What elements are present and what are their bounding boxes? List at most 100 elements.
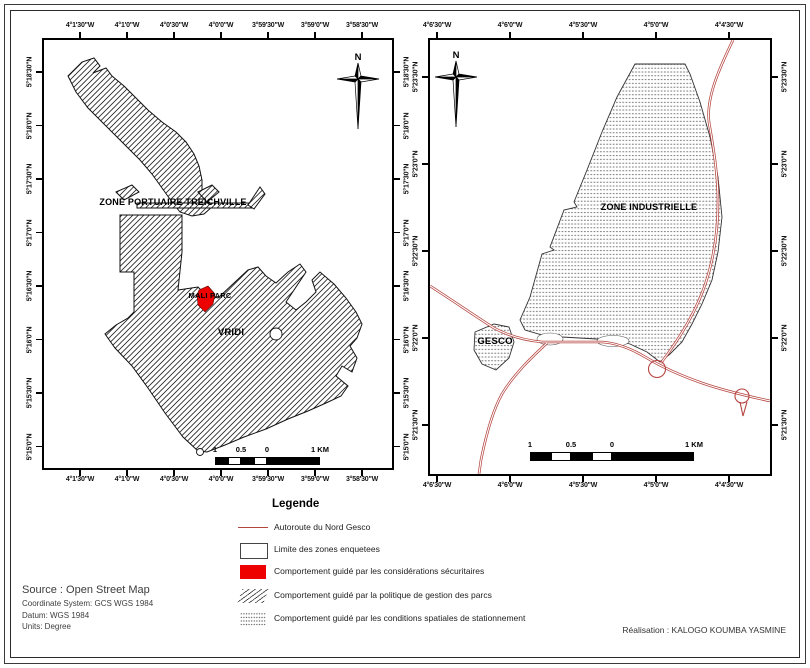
tick-label: 5°22'0"N <box>781 324 789 352</box>
legend-title: Legende <box>272 498 320 510</box>
tick-mark <box>126 470 128 476</box>
tick-label: 5°18'30"N <box>403 56 411 88</box>
legend: Legende Autoroute du Nord Gesco Limite de… <box>237 496 658 646</box>
tick-mark <box>436 32 438 38</box>
tick-label: 4°1'0"W <box>114 22 140 29</box>
area-label-gesco: GESCO <box>477 336 513 347</box>
scale-bar-label: 0 <box>264 445 270 454</box>
tick-label: 3°59'30"W <box>251 476 285 483</box>
scale-bar-segment <box>530 452 551 461</box>
tick-label: 4°4'30"W <box>714 482 744 489</box>
scale-bar-segment <box>550 452 571 461</box>
north-arrow-icon: N <box>336 52 380 130</box>
tick-label: 3°58'30"W <box>345 22 379 29</box>
scale-bar-label: 1 KM <box>311 445 329 454</box>
tick-label: 4°5'30"W <box>568 22 598 29</box>
legend-swatch-hatch <box>237 589 269 603</box>
tick-mark <box>509 476 511 482</box>
tick-mark <box>126 32 128 38</box>
tick-mark <box>220 32 222 38</box>
tick-mark <box>36 338 42 341</box>
svg-text:N: N <box>453 50 460 61</box>
tick-label: 3°58'30"W <box>345 476 379 483</box>
tick-label: 4°0'0"W <box>208 22 234 29</box>
tick-label: 5°21'30"N <box>412 409 420 441</box>
outer-border <box>4 4 806 664</box>
tick-label: 5°22'0"N <box>412 324 420 352</box>
scale-bar-segment <box>267 457 320 465</box>
source-block: Source : Open Street Map Coordinate Syst… <box>22 584 153 631</box>
tick-label: 5°18'30"N <box>26 56 34 88</box>
tick-mark <box>772 250 778 252</box>
scale-bar-segment <box>254 457 267 465</box>
tick-label: 5°15'0"N <box>26 433 34 460</box>
tick-mark <box>36 445 42 448</box>
tick-label: 4°5'0"W <box>643 482 669 489</box>
tick-label: 5°15'30"N <box>26 377 34 409</box>
tick-mark <box>267 470 269 476</box>
scale-bar-segment <box>228 457 241 465</box>
area-label-mali-parc: MALI PARC <box>188 291 232 300</box>
tick-mark <box>394 338 400 341</box>
tick-label: 5°16'0"N <box>26 326 34 353</box>
tick-label: 4°1'0"W <box>114 476 140 483</box>
legend-swatch-dots <box>240 612 266 626</box>
tick-mark <box>772 424 778 426</box>
scale-bar-label: 1 <box>212 445 218 454</box>
scale-bar-label: 1 KM <box>685 440 703 449</box>
tick-mark <box>361 470 363 476</box>
tick-mark <box>173 470 175 476</box>
tick-mark <box>314 470 316 476</box>
tick-mark <box>79 32 81 38</box>
tick-mark <box>772 337 778 339</box>
tick-mark <box>582 32 584 38</box>
tick-label: 5°18'0"N <box>26 112 34 139</box>
tick-mark <box>509 32 511 38</box>
tick-mark <box>655 476 657 482</box>
tick-mark <box>422 250 428 252</box>
tick-mark <box>394 392 400 394</box>
tick-label: 3°59'0"W <box>300 476 330 483</box>
tick-label: 4°6'0"W <box>497 482 523 489</box>
area-label-treichville: ZONE PORTUAIRE TREICHVILLE <box>99 197 247 207</box>
tick-label: 4°1'30"W <box>65 476 95 483</box>
tick-label: 4°5'30"W <box>568 482 598 489</box>
mali-parc-polygon <box>196 285 216 313</box>
tick-mark <box>394 178 400 180</box>
tick-label: 5°18'0"N <box>403 112 411 139</box>
tick-label: 4°0'30"W <box>159 476 189 483</box>
tick-label: 4°6'0"W <box>497 22 523 29</box>
interchange-loops <box>647 359 750 417</box>
tick-mark <box>582 476 584 482</box>
tick-label: 5°17'0"N <box>26 219 34 246</box>
tick-label: 3°59'30"W <box>251 22 285 29</box>
tick-mark <box>772 163 778 165</box>
legend-item-label: Autoroute du Nord Gesco <box>274 522 371 532</box>
tick-label: 5°15'30"N <box>403 377 411 409</box>
legend-item: Comportement guidé par les conditions sp… <box>238 611 658 627</box>
tick-mark <box>79 470 81 476</box>
tick-label: 4°1'30"W <box>65 22 95 29</box>
map-left-canvas <box>67 57 363 456</box>
legend-item-label: Comportement guidé par la politique de g… <box>274 590 492 600</box>
tick-mark <box>394 285 400 287</box>
scale-bar-segment <box>215 457 228 465</box>
tick-label: 4°6'30"W <box>422 482 452 489</box>
tick-mark <box>36 178 42 180</box>
tick-label: 5°23'30"N <box>781 61 789 93</box>
scale-bar-label: 0.5 <box>565 440 577 449</box>
scale-bar-segment <box>612 452 694 461</box>
tick-mark <box>173 32 175 38</box>
tick-label: 5°23'30"N <box>412 61 420 93</box>
hatched-zones <box>67 57 363 453</box>
inner-border <box>10 10 800 658</box>
tick-mark <box>36 392 42 394</box>
legend-swatch-red <box>240 565 266 579</box>
scale-bar-segment <box>241 457 254 465</box>
tick-mark <box>220 470 222 476</box>
legend-swatch-outline <box>240 543 268 559</box>
source-text: Source : Open Street Map <box>22 584 150 596</box>
lagoon-hole <box>269 327 283 341</box>
tick-label: 5°21'30"N <box>781 409 789 441</box>
tick-mark <box>422 76 428 78</box>
